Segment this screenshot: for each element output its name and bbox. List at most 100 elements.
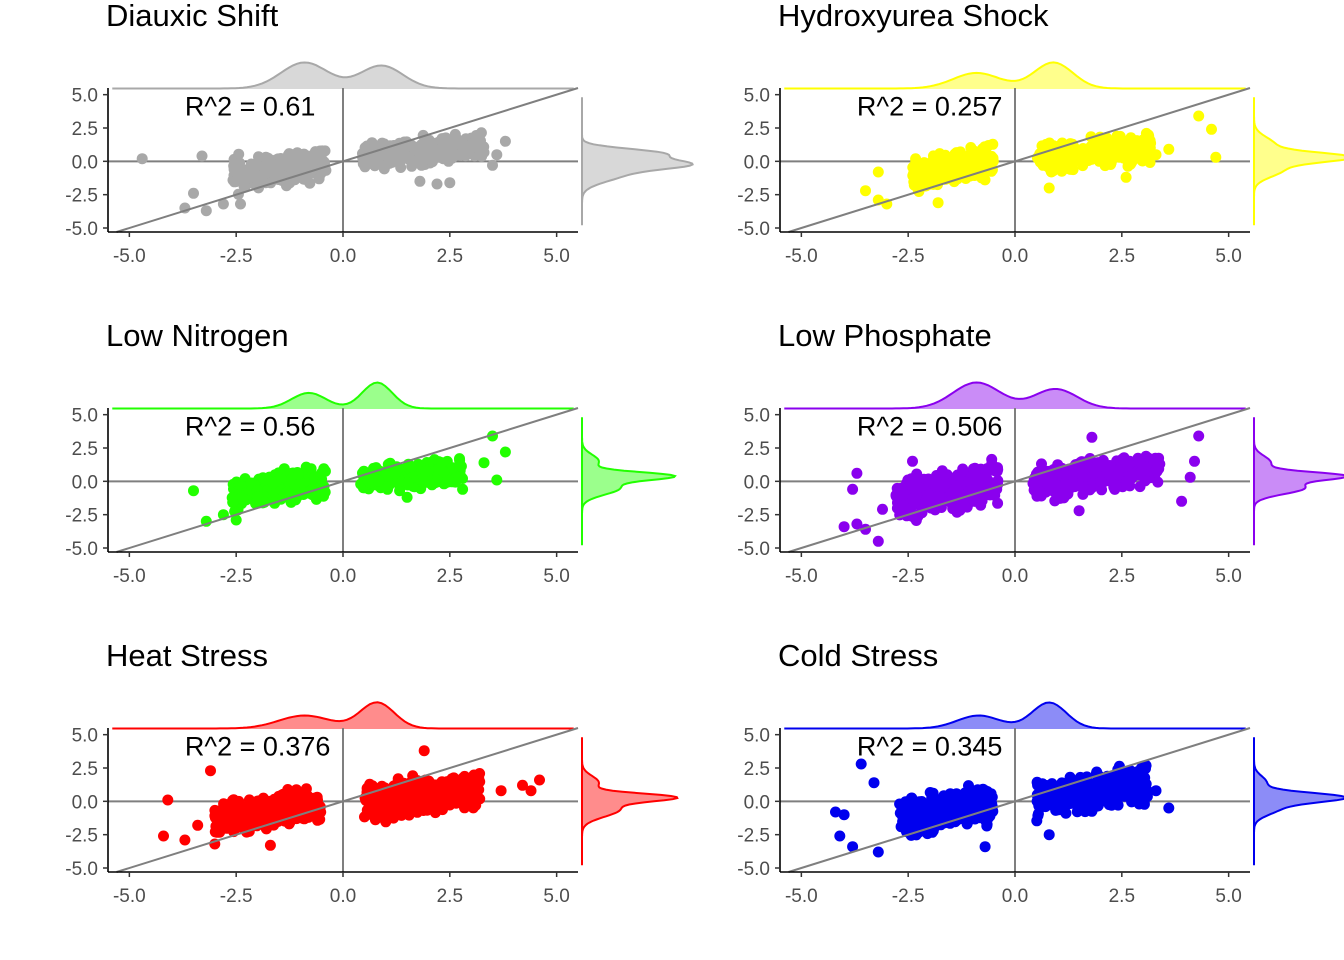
data-point	[1113, 151, 1125, 163]
data-point	[1125, 158, 1136, 170]
data-point	[271, 805, 283, 817]
data-point	[495, 785, 507, 797]
data-point	[1040, 801, 1051, 813]
data-point	[263, 806, 274, 818]
data-point	[897, 489, 909, 501]
data-point	[969, 495, 981, 507]
data-point	[373, 158, 385, 170]
data-point	[1056, 802, 1068, 814]
data-point	[364, 778, 376, 790]
data-point	[992, 475, 1004, 487]
data-point	[429, 807, 441, 819]
data-point	[487, 159, 498, 171]
data-point	[986, 453, 998, 465]
data-point	[937, 481, 949, 493]
data-point	[1058, 793, 1070, 805]
facet-panel: Low Phosphate 5.0 2.5 0.0 -2.5 -5.0 -5.0 -2.5 0.…	[737, 318, 1344, 587]
data-point	[1152, 476, 1164, 488]
data-point	[1123, 149, 1135, 161]
data-point	[1086, 431, 1098, 443]
x-density-line	[112, 701, 574, 730]
x-tick-label: -5.0	[113, 246, 146, 267]
data-point	[1106, 796, 1118, 808]
x-tick-label: -2.5	[892, 566, 925, 587]
data-point	[1133, 798, 1145, 810]
data-point	[402, 477, 414, 489]
data-point	[1105, 470, 1117, 482]
x-density-fill	[108, 63, 578, 89]
data-point	[517, 779, 528, 791]
data-point	[192, 819, 204, 831]
data-point	[491, 474, 503, 486]
data-point	[470, 140, 482, 152]
data-point	[262, 152, 274, 164]
data-point	[930, 802, 941, 814]
data-point	[405, 461, 417, 473]
data-point	[935, 173, 947, 185]
data-point	[270, 794, 282, 806]
data-point	[418, 745, 430, 757]
x-tick-label: -2.5	[220, 246, 253, 267]
y-tick-label: -5.0	[737, 539, 770, 560]
data-point	[971, 159, 983, 171]
data-point	[238, 180, 250, 192]
data-point	[223, 812, 235, 823]
points-layer	[158, 745, 545, 851]
data-point	[1032, 808, 1044, 820]
x-density-fill	[780, 383, 1250, 409]
y-tick-label: 2.5	[744, 119, 770, 140]
data-point	[964, 792, 976, 804]
data-point	[1134, 456, 1146, 468]
y-tick-label: 0.0	[744, 152, 770, 173]
data-point	[237, 813, 249, 825]
data-point	[872, 166, 884, 178]
x-tick-label: 5.0	[543, 566, 569, 587]
x-tick-label: 0.0	[1002, 886, 1028, 907]
y-tick-label: 5.0	[744, 406, 770, 427]
y-tick-label: -5.0	[737, 859, 770, 880]
data-point	[136, 153, 148, 165]
data-point	[981, 818, 993, 830]
data-point	[907, 455, 918, 467]
data-point	[364, 477, 376, 489]
data-point	[985, 788, 997, 800]
facet-title: Low Nitrogen	[106, 318, 289, 353]
data-point	[282, 796, 294, 808]
data-point	[1050, 487, 1062, 499]
data-point	[188, 187, 199, 199]
data-point	[299, 801, 310, 813]
data-point	[1041, 478, 1053, 489]
y-density	[581, 737, 679, 866]
data-point	[298, 813, 310, 825]
reference-line	[788, 407, 1251, 553]
y-tick-label: 5.0	[744, 86, 770, 107]
data-point	[499, 135, 511, 147]
data-point	[233, 148, 245, 160]
data-point	[431, 178, 443, 190]
x-density-line	[784, 381, 1246, 410]
data-point	[1035, 489, 1047, 501]
data-point	[217, 198, 229, 210]
data-point	[1073, 505, 1085, 517]
data-point	[1043, 829, 1055, 841]
facet-panel: Heat Stress 5.0 2.5 0.0 -2.5 -5.0 -5.0 -2.5 0.0 2…	[65, 638, 679, 907]
data-point	[1134, 469, 1146, 481]
x-tick-label: 5.0	[543, 886, 569, 907]
data-point	[910, 490, 922, 502]
facet-panel: Hydroxyurea Shock 5.0 2.5 0.0 -2.5 -5.0 -5.0 -2…	[737, 0, 1344, 267]
data-point	[196, 150, 208, 162]
data-point	[491, 149, 503, 161]
data-point	[457, 483, 469, 495]
data-point	[245, 477, 257, 489]
y-density	[581, 97, 694, 226]
facet-title: Diauxic Shift	[106, 0, 279, 33]
x-tick-label: -5.0	[785, 246, 818, 267]
y-tick-label: 2.5	[744, 759, 770, 780]
data-point	[947, 808, 959, 820]
y-tick-label: 2.5	[72, 759, 98, 780]
y-density	[581, 417, 677, 546]
data-point	[1189, 455, 1200, 467]
data-point	[378, 149, 390, 161]
points-layer	[830, 758, 1175, 858]
data-point	[297, 158, 309, 170]
